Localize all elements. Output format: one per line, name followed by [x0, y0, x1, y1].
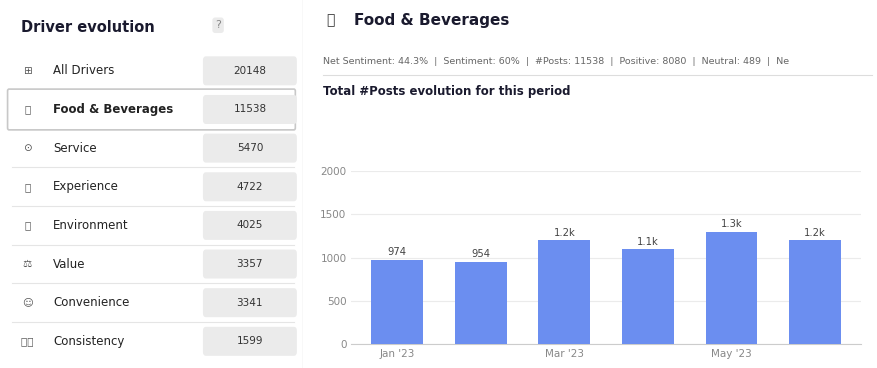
Text: ⊙: ⊙	[23, 143, 32, 153]
Text: 1599: 1599	[237, 336, 263, 346]
Text: Value: Value	[53, 258, 85, 270]
Text: ?: ?	[215, 20, 221, 30]
Text: ⊞: ⊞	[23, 66, 32, 76]
Text: 11538: 11538	[233, 105, 266, 114]
Bar	[454, 262, 506, 344]
Bar	[705, 232, 757, 344]
Bar	[621, 249, 673, 344]
Text: 🍴: 🍴	[24, 105, 31, 114]
Bar	[788, 240, 840, 344]
FancyBboxPatch shape	[203, 95, 296, 124]
FancyBboxPatch shape	[203, 134, 296, 163]
Text: Food & Beverages: Food & Beverages	[53, 103, 173, 116]
FancyBboxPatch shape	[203, 56, 296, 85]
Text: 🍴: 🍴	[325, 13, 334, 27]
Text: 954: 954	[471, 249, 489, 259]
FancyBboxPatch shape	[203, 288, 296, 317]
Text: ☺: ☺	[22, 298, 32, 308]
Text: 🏛: 🏛	[24, 220, 31, 230]
Text: 5470: 5470	[237, 143, 263, 153]
FancyBboxPatch shape	[8, 89, 295, 130]
Text: Service: Service	[53, 142, 96, 155]
FancyBboxPatch shape	[203, 250, 296, 279]
Text: 👍: 👍	[24, 182, 31, 192]
Text: 1.2k: 1.2k	[803, 228, 825, 238]
Text: Food & Beverages: Food & Beverages	[353, 13, 509, 28]
Text: 1.1k: 1.1k	[637, 237, 658, 247]
Text: Convenience: Convenience	[53, 296, 129, 309]
Text: Total #Posts evolution for this period: Total #Posts evolution for this period	[323, 85, 570, 98]
Text: All Drivers: All Drivers	[53, 64, 114, 77]
Text: 1.2k: 1.2k	[553, 228, 574, 238]
Text: 974: 974	[388, 247, 406, 258]
Text: Experience: Experience	[53, 180, 118, 193]
Bar	[371, 260, 423, 344]
Text: Consistency: Consistency	[53, 335, 125, 348]
FancyBboxPatch shape	[203, 172, 296, 201]
FancyBboxPatch shape	[203, 211, 296, 240]
Text: 1.3k: 1.3k	[720, 219, 741, 229]
FancyBboxPatch shape	[203, 327, 296, 356]
Text: 👨‍🍳: 👨‍🍳	[21, 336, 33, 346]
Text: 4025: 4025	[237, 220, 263, 230]
Text: Driver evolution: Driver evolution	[21, 20, 154, 35]
Text: Net Sentiment: 44.3%  |  Sentiment: 60%  |  #Posts: 11538  |  Positive: 8080  | : Net Sentiment: 44.3% | Sentiment: 60% | …	[323, 57, 788, 66]
Text: 3341: 3341	[237, 298, 263, 308]
Text: 4722: 4722	[237, 182, 263, 192]
Bar	[538, 240, 589, 344]
Text: 20148: 20148	[233, 66, 266, 76]
Text: ⚖: ⚖	[23, 259, 32, 269]
Text: 3357: 3357	[237, 259, 263, 269]
Text: Environment: Environment	[53, 219, 129, 232]
